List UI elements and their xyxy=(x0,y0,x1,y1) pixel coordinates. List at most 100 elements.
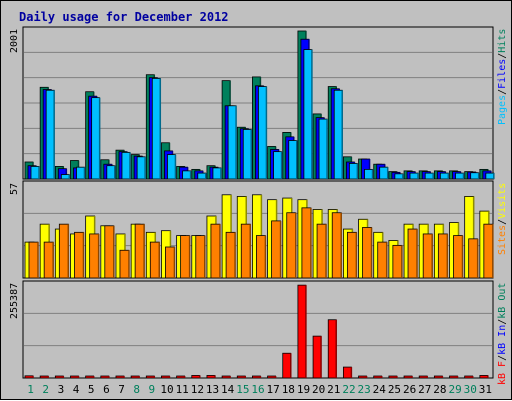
bar-sites-day-27 xyxy=(422,233,433,279)
x-tick-label-29: 29 xyxy=(448,383,461,396)
bar-pages-day-29 xyxy=(455,172,464,180)
legend-bot-item-kbout: kB Out xyxy=(497,282,508,319)
bar-kbf-day-21 xyxy=(327,319,337,379)
bar-kbf-day-25 xyxy=(388,375,398,379)
legend-top-item-separator: / xyxy=(497,88,508,95)
panel-kbf-kbin-kbout-box xyxy=(22,280,494,379)
legend-top-item-pages: Pages xyxy=(497,94,508,125)
x-tick-label-24: 24 xyxy=(373,383,387,396)
x-tick-label-10: 10 xyxy=(160,383,173,396)
bar-pages-day-22 xyxy=(348,163,358,180)
bar-sites-day-24 xyxy=(377,241,388,279)
bar-kbf-day-30 xyxy=(464,375,474,379)
bar-sites-day-18 xyxy=(286,212,297,279)
bar-pages-day-26 xyxy=(409,172,419,180)
panel-visits-sites-ymax-label: 57 xyxy=(9,182,20,195)
x-tick-label-11: 11 xyxy=(176,383,189,396)
x-tick-label-5: 5 xyxy=(88,383,95,396)
bar-pages-day-23 xyxy=(364,168,373,180)
x-tick-label-2: 2 xyxy=(42,383,49,396)
bar-pages-day-2 xyxy=(45,89,55,180)
bar-kbf-day-17 xyxy=(267,375,276,379)
panel-hits-files-pages-ymax-label: 2001 xyxy=(9,28,20,53)
bar-pages-day-27 xyxy=(424,172,434,180)
bar-sites-day-4 xyxy=(74,231,84,279)
bar-kbf-day-14 xyxy=(221,375,231,379)
bar-kbf-day-12 xyxy=(191,375,201,379)
x-tick-label-19: 19 xyxy=(297,383,310,396)
bar-sites-day-6 xyxy=(104,225,115,279)
x-tick-label-31: 31 xyxy=(479,383,492,396)
bar-sites-day-7 xyxy=(119,249,130,279)
legend-mid-item-sites: Sites xyxy=(497,224,508,255)
bar-sites-day-28 xyxy=(437,233,448,279)
x-tick-label-30: 30 xyxy=(464,383,477,396)
bar-sites-day-15 xyxy=(240,223,251,279)
x-tick-label-18: 18 xyxy=(282,383,295,396)
legend-bot-item-separator: / xyxy=(497,354,508,361)
bar-kbf-day-18 xyxy=(282,352,292,379)
legend-mid-item-visits: Visits xyxy=(497,182,508,219)
bar-pages-day-11 xyxy=(182,170,192,180)
chart-title: Daily usage for December 2012 xyxy=(19,10,229,24)
bar-pages-day-25 xyxy=(394,173,404,180)
bar-sites-day-16 xyxy=(256,235,266,279)
legend-bot-item-separator: / xyxy=(497,318,508,325)
bar-sites-day-8 xyxy=(134,223,145,279)
bar-sites-day-26 xyxy=(407,228,418,279)
x-tick-label-12: 12 xyxy=(191,383,204,396)
bar-pages-day-1 xyxy=(30,166,40,180)
bar-kbf-day-4 xyxy=(70,375,79,379)
bar-pages-day-5 xyxy=(91,97,101,180)
bar-kbf-day-10 xyxy=(161,375,170,379)
bar-kbf-day-13 xyxy=(206,375,216,379)
bar-pages-day-4 xyxy=(76,166,85,180)
x-tick-label-27: 27 xyxy=(418,383,431,396)
legend-mid-item-separator: / xyxy=(497,218,508,225)
bar-kbf-day-7 xyxy=(115,375,125,379)
bar-sites-day-14 xyxy=(225,231,236,279)
legend-bot-item-kbin: kB In xyxy=(497,324,508,355)
legend-bot: kB F/kB In/kB Out xyxy=(497,283,508,385)
bar-pages-day-21 xyxy=(333,89,343,180)
bar-pages-day-8 xyxy=(136,156,146,180)
bar-pages-day-16 xyxy=(258,86,267,180)
bar-sites-day-21 xyxy=(331,212,342,279)
x-tick-label-28: 28 xyxy=(433,383,446,396)
bar-sites-day-30 xyxy=(468,238,479,279)
bar-sites-day-31 xyxy=(483,223,494,279)
bar-kbf-day-16 xyxy=(252,375,261,379)
bar-kbf-day-19 xyxy=(297,284,307,379)
bar-pages-day-31 xyxy=(485,172,495,180)
x-tick-label-4: 4 xyxy=(73,383,80,396)
bar-pages-day-28 xyxy=(439,172,449,180)
bar-sites-day-23 xyxy=(362,227,372,279)
bar-sites-day-25 xyxy=(392,244,403,279)
bar-pages-day-14 xyxy=(227,105,237,180)
bar-kbf-day-3 xyxy=(54,375,64,379)
x-tick-label-22: 22 xyxy=(342,383,355,396)
bar-kbf-day-22 xyxy=(342,366,352,379)
x-tick-label-20: 20 xyxy=(312,383,325,396)
bar-sites-day-2 xyxy=(43,241,54,279)
bar-pages-day-9 xyxy=(151,78,161,180)
bar-kbf-day-8 xyxy=(130,375,140,379)
bar-pages-day-20 xyxy=(318,118,328,180)
bar-kbf-day-11 xyxy=(176,375,186,379)
bar-pages-day-30 xyxy=(470,172,480,180)
x-tick-label-15: 15 xyxy=(236,383,249,396)
bar-pages-day-19 xyxy=(303,49,313,180)
legend-top-item-files: Files xyxy=(497,58,508,89)
legend-top: Pages/Files/Hits xyxy=(497,29,508,125)
x-tick-label-25: 25 xyxy=(388,383,401,396)
bar-sites-day-3 xyxy=(58,223,69,279)
bar-kbf-day-20 xyxy=(312,335,322,379)
x-tick-label-23: 23 xyxy=(358,383,371,396)
bar-pages-day-18 xyxy=(288,140,298,180)
bar-sites-day-19 xyxy=(301,207,312,279)
bar-sites-day-17 xyxy=(271,220,281,279)
bar-sites-day-9 xyxy=(149,241,160,279)
bar-kbf-day-26 xyxy=(403,375,413,379)
bar-pages-day-7 xyxy=(121,151,131,180)
